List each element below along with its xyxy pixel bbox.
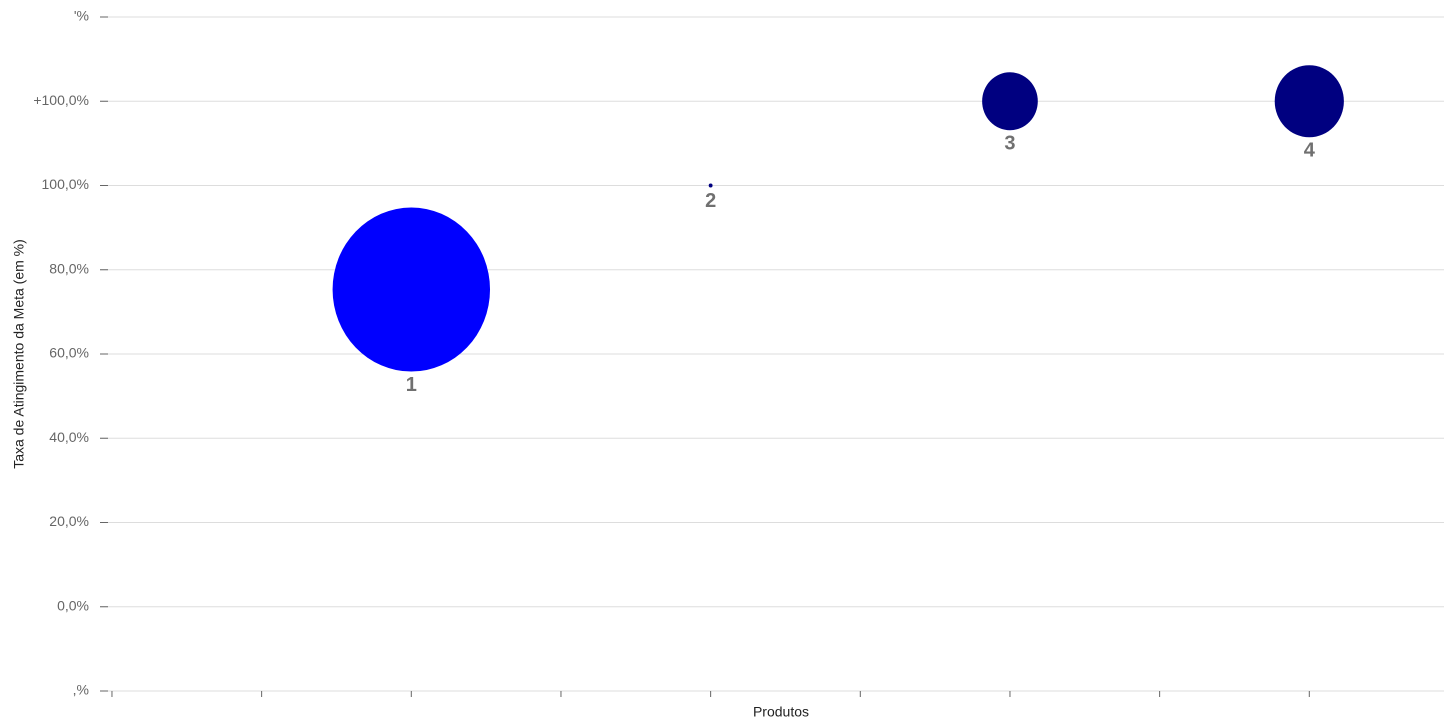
y-tick-label: 40,0% bbox=[49, 429, 89, 445]
x-axis-label: Produtos bbox=[753, 704, 809, 720]
y-tick-label: 80,0% bbox=[49, 260, 89, 276]
data-label: 3 bbox=[1004, 133, 1015, 155]
y-tick-label: ,% bbox=[73, 682, 89, 698]
y-tick-label: 100,0% bbox=[42, 176, 89, 192]
data-label: 2 bbox=[705, 190, 716, 212]
y-tick-label: +100,0% bbox=[33, 92, 89, 108]
bubble bbox=[1274, 65, 1344, 138]
y-tick-label: 60,0% bbox=[49, 345, 89, 361]
y-tick-label: '% bbox=[74, 8, 89, 24]
bubble bbox=[982, 72, 1038, 131]
bubble bbox=[708, 183, 713, 188]
bubble bbox=[332, 207, 491, 372]
y-axis-label: Taxa de Atingimento da Meta (em %) bbox=[11, 239, 27, 469]
data-label: 4 bbox=[1304, 140, 1316, 162]
y-tick-label: 0,0% bbox=[57, 597, 89, 613]
y-tick-label: 20,0% bbox=[49, 513, 89, 529]
data-label: 1 bbox=[406, 374, 417, 396]
